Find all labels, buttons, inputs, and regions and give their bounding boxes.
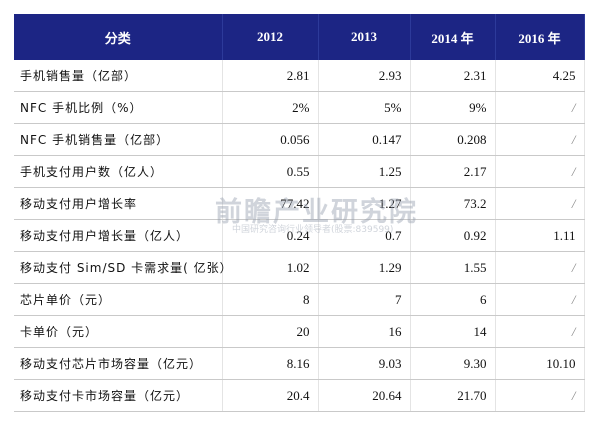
cell: 0.056 (222, 123, 319, 156)
cell: 77.42 (222, 187, 319, 220)
row-label: 移动支付用户增长率 (14, 187, 223, 220)
cell: 1.27 (318, 187, 411, 220)
row-label: 手机支付用户数（亿人） (14, 155, 223, 188)
cell: 2.31 (410, 60, 496, 92)
cell: 9.03 (318, 347, 411, 380)
header-cell: 2013 (318, 14, 411, 60)
table-row: 移动支付用户增长量（亿人） 0.24 0.7 0.92 1.11 (14, 219, 585, 252)
cell: 2.93 (318, 60, 411, 92)
header-cell: 2016 年 (495, 14, 585, 60)
table-row: 移动支付芯片市场容量（亿元） 8.16 9.03 9.30 10.10 (14, 347, 585, 380)
table-body: 手机销售量（亿部） 2.81 2.93 2.31 4.25 NFC 手机比例（%） 2% 5%… (14, 60, 585, 412)
cell: 0.92 (410, 219, 496, 252)
row-label: 手机销售量（亿部） (14, 60, 223, 92)
cell: 1.25 (318, 155, 411, 188)
table-row: 手机支付用户数（亿人） 0.55 1.25 2.17/ (14, 155, 585, 188)
cell: 20.4 (222, 379, 319, 412)
table-row: 手机销售量（亿部） 2.81 2.93 2.31 4.25 (14, 60, 585, 92)
table-row: 移动支付卡市场容量（亿元） 20.4 20.64 21.70/ (14, 379, 585, 412)
table-row: 移动支付 Sim/SD 卡需求量( 亿张） 1.02 1.29 1.55/ (14, 251, 585, 284)
row-label: 移动支付卡市场容量（亿元） (14, 379, 223, 412)
cell: 8 (222, 283, 319, 316)
cell: 0.208 (410, 123, 496, 156)
cell: 6 (410, 283, 496, 316)
cell: 0.7 (318, 219, 411, 252)
cell: 0.147 (318, 123, 411, 156)
cell: 2.17 (410, 155, 496, 188)
table-row: 移动支付用户增长率 77.42 1.27 73.2/ (14, 187, 585, 220)
cell: 4.25 (495, 60, 585, 92)
table-row: 芯片单价（元） 8 7 6/ (14, 283, 585, 316)
cell: 21.70 (410, 379, 496, 412)
cell: 1.55 (410, 251, 496, 284)
cell: 5% (318, 91, 411, 124)
header-cell: 分类 (14, 14, 223, 60)
cell: / (495, 91, 585, 124)
cell: 0.55 (222, 155, 319, 188)
cell: 9% (410, 91, 496, 124)
header-cell: 2012 (222, 14, 319, 60)
cell: 20.64 (318, 379, 411, 412)
cell: / (495, 251, 585, 284)
cell: 1.29 (318, 251, 411, 284)
row-label: 移动支付用户增长量（亿人） (14, 219, 223, 252)
cell: 2.81 (222, 60, 319, 92)
header-cell: 2014 年 (410, 14, 496, 60)
row-label: 移动支付芯片市场容量（亿元） (14, 347, 223, 380)
cell: 14 (410, 315, 496, 348)
cell: 73.2 (410, 187, 496, 220)
cell: / (495, 315, 585, 348)
cell: 7 (318, 283, 411, 316)
table-row: NFC 手机销售量（亿部） 0.056 0.147 0.208/ (14, 123, 585, 156)
cell: 8.16 (222, 347, 319, 380)
row-label: NFC 手机销售量（亿部） (14, 123, 223, 156)
cell: 0.24 (222, 219, 319, 252)
cell: / (495, 187, 585, 220)
data-table: 分类 2012 2013 2014 年 2016 年 手机销售量（亿部） 2.81 2.93… (14, 14, 585, 412)
row-label: 移动支付 Sim/SD 卡需求量( 亿张） (14, 251, 232, 284)
cell: 2% (222, 91, 319, 124)
cell: 1.02 (222, 251, 319, 284)
row-label: 卡单价（元） (14, 315, 223, 348)
cell: / (495, 155, 585, 188)
cell: 1.11 (495, 219, 585, 252)
row-label: 芯片单价（元） (14, 283, 223, 316)
cell: 9.30 (410, 347, 496, 380)
cell: 10.10 (495, 347, 585, 380)
cell: / (495, 283, 585, 316)
cell: / (495, 123, 585, 156)
cell: 20 (222, 315, 319, 348)
table-row: 卡单价（元） 20 16 14/ (14, 315, 585, 348)
cell: 16 (318, 315, 411, 348)
cell: / (495, 379, 585, 412)
header-row: 分类 2012 2013 2014 年 2016 年 (14, 14, 585, 60)
table-row: NFC 手机比例（%） 2% 5% 9% / (14, 91, 585, 124)
row-label: NFC 手机比例（%） (14, 91, 223, 124)
